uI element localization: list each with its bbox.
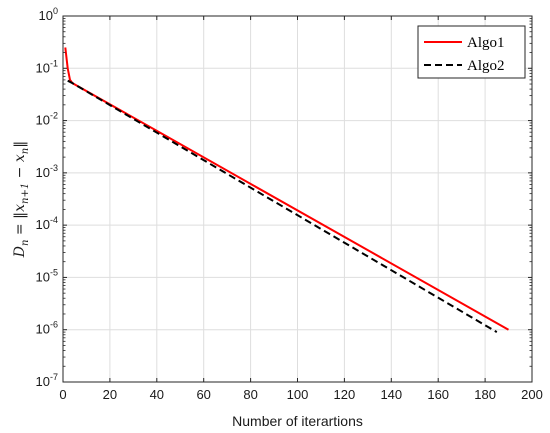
y-axis-label: Dn = ‖xn+1 − xn‖ xyxy=(12,141,31,258)
legend: Algo1 Algo2 xyxy=(417,25,526,79)
ticks: 0 20 40 60 80 100 120 140 160 180 20010010-110-210… xyxy=(36,6,543,402)
x-tick-label: 200 xyxy=(521,387,543,402)
y-axis-label-minus: − xyxy=(12,162,28,183)
y-tick-exponent: -1 xyxy=(50,58,58,68)
y-tick-exponent: 0 xyxy=(53,6,58,16)
y-tick-base: 10 xyxy=(36,374,50,389)
x-tick-label: 80 xyxy=(243,387,257,402)
series-line-algo2 xyxy=(67,79,498,333)
x-axis-label: Number of iterartions xyxy=(232,413,363,429)
y-tick-base: 10 xyxy=(36,165,50,180)
y-tick-base: 10 xyxy=(36,217,50,232)
x-tick-label: 160 xyxy=(427,387,449,402)
y-tick-base: 10 xyxy=(39,8,53,23)
series-layer xyxy=(64,47,509,333)
x-tick-label: 20 xyxy=(103,387,117,402)
x-tick-label: 140 xyxy=(380,387,402,402)
x-tick-label: 0 xyxy=(59,387,66,402)
y-tick-label: 10-3 xyxy=(36,163,58,180)
y-tick-label: 10-5 xyxy=(36,267,58,284)
x-tick-label: 120 xyxy=(334,387,356,402)
x-tick-label: 40 xyxy=(150,387,164,402)
y-tick-exponent: -2 xyxy=(50,111,58,121)
x-tick-label: 180 xyxy=(474,387,496,402)
y-tick-exponent: -6 xyxy=(50,320,58,330)
y-tick-base: 10 xyxy=(36,60,50,75)
y-tick-label: 10-2 xyxy=(36,111,58,128)
y-tick-base: 10 xyxy=(36,113,50,128)
series-line-algo1 xyxy=(64,47,509,331)
x-tick-label: 100 xyxy=(287,387,309,402)
y-axis-label-x2: x xyxy=(12,154,28,162)
y-axis-label-sub-n1: n+1 xyxy=(20,183,31,204)
y-tick-label: 10-6 xyxy=(36,320,58,337)
y-tick-base: 10 xyxy=(36,322,50,337)
y-tick-exponent: -5 xyxy=(50,267,58,277)
y-axis-label-sub-n: n xyxy=(20,240,31,246)
y-tick-exponent: -3 xyxy=(50,163,58,173)
y-tick-base: 10 xyxy=(36,269,50,284)
y-tick-label: 100 xyxy=(39,6,58,23)
y-axis-label-norm-close: ‖ xyxy=(12,141,28,148)
y-tick-label: 10-4 xyxy=(36,215,58,232)
legend-box xyxy=(417,25,526,79)
y-axis-label-norm: = ‖ xyxy=(12,212,28,240)
y-axis-label-d: D xyxy=(12,246,28,258)
y-tick-label: 10-1 xyxy=(36,58,58,75)
y-tick-exponent: -7 xyxy=(50,372,58,382)
y-axis-label-sub-n2: n xyxy=(20,148,31,154)
y-tick-exponent: -4 xyxy=(50,215,58,225)
x-tick-label: 60 xyxy=(196,387,210,402)
legend-label-algo2: Algo2 xyxy=(467,58,505,74)
y-tick-label: 10-7 xyxy=(36,372,58,389)
legend-label-algo1: Algo1 xyxy=(467,35,505,51)
y-axis-label-x1: x xyxy=(12,204,28,212)
